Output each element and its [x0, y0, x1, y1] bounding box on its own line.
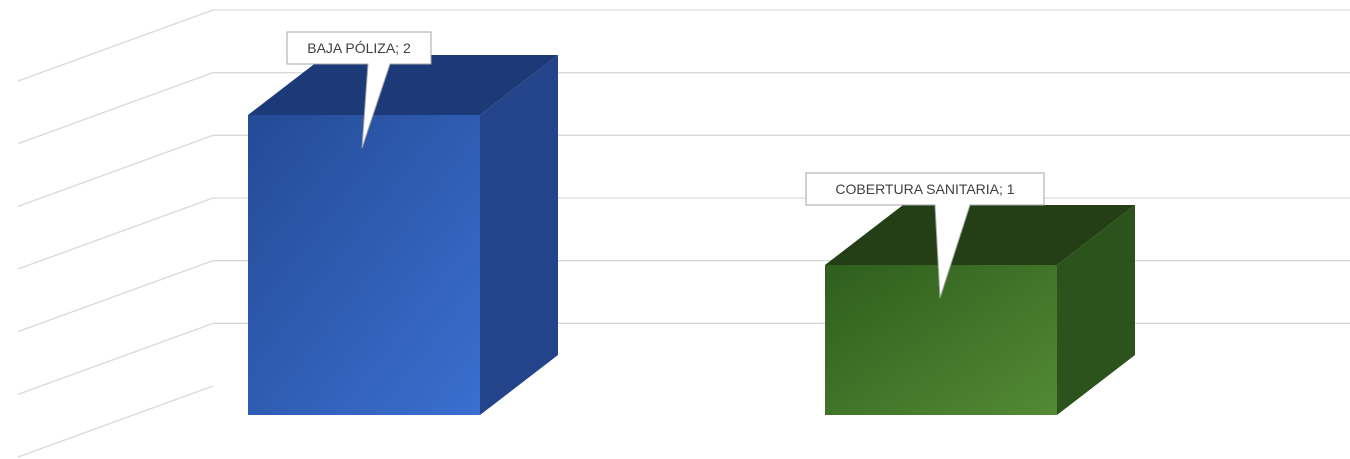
data-labels: BAJA PÓLIZA; 2 COBERTURA SANITARIA; 1 [286, 31, 1045, 299]
gridline [17, 197, 1350, 270]
data-label: COBERTURA SANITARIA; 1 [805, 172, 1045, 299]
bar [248, 55, 558, 415]
gridline [17, 72, 1350, 145]
bar-top [248, 55, 558, 115]
bars [248, 55, 1135, 415]
gridline [17, 134, 1350, 207]
gridline-side [17, 260, 214, 333]
gridline-side [17, 385, 214, 458]
bar-front [248, 115, 480, 415]
data-label-text: BAJA PÓLIZA; 2 [307, 40, 411, 56]
gridlines [17, 9, 1350, 458]
bar-side [1057, 205, 1135, 415]
data-label-box [805, 172, 1045, 299]
data-label-text: COBERTURA SANITARIA; 1 [835, 181, 1014, 197]
gridline-side [17, 134, 214, 207]
gridline [17, 322, 1350, 395]
gridline [17, 260, 1350, 333]
data-label: BAJA PÓLIZA; 2 [286, 31, 432, 149]
gridline-side [17, 9, 214, 82]
data-label-box [286, 31, 432, 149]
gridline [17, 9, 1350, 82]
gridline-side [17, 197, 214, 270]
bar-top [825, 205, 1135, 265]
bar-side [480, 55, 558, 415]
gridline-side [17, 72, 214, 145]
gridline-side [17, 322, 214, 395]
gridline [17, 385, 214, 458]
bar [825, 205, 1135, 415]
